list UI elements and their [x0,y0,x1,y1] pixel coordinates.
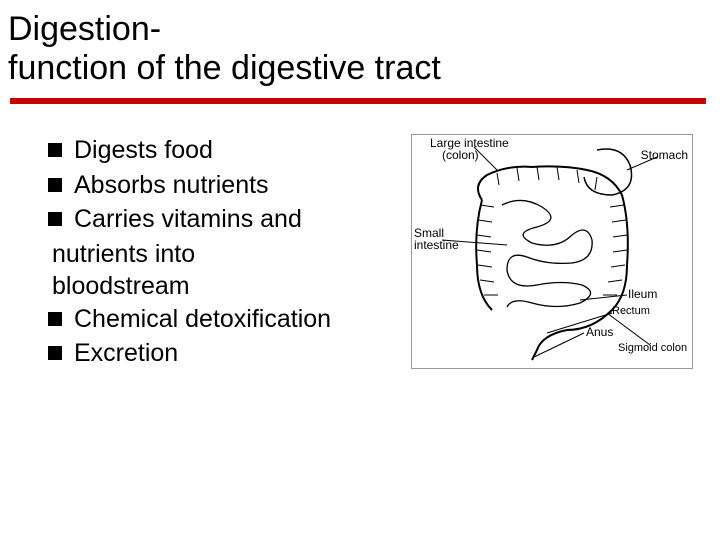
bullet-item: Carries vitamins and [48,203,403,236]
label-stomach: Stomach [641,149,688,161]
slide: Digestion- function of the digestive tra… [0,0,720,540]
square-bullet-icon [48,212,62,226]
content-area: Digests food Absorbs nutrients Carries v… [0,104,720,372]
bullet-continuation: nutrients into [48,238,403,271]
bullet-item: Absorbs nutrients [48,169,403,202]
square-bullet-icon [48,143,62,157]
label-ileum: Ileum [628,288,657,300]
bullet-text: Digests food [74,134,213,167]
bullet-text: Absorbs nutrients [74,169,269,202]
title-block: Digestion- function of the digestive tra… [0,10,720,94]
bullet-item: Digests food [48,134,403,167]
bullet-text: Carries vitamins and [74,203,302,236]
intestine-svg [412,135,692,370]
bullet-continuation: bloodstream [48,270,403,303]
bullet-text: Chemical detoxification [74,303,331,336]
title-line1: Digestion- [8,10,161,48]
title-line2: function of the digestive tract [8,49,441,87]
label-large-intestine-2: (colon) [442,149,479,161]
label-small-2: intestine [414,239,459,251]
bullet-list: Digests food Absorbs nutrients Carries v… [48,134,403,372]
bullet-item: Chemical detoxification [48,303,403,336]
square-bullet-icon [48,346,62,360]
bullet-item: Excretion [48,337,403,370]
label-sigmoid: Sigmoid colon [618,343,687,354]
bullet-text: Excretion [74,337,178,370]
slide-title: Digestion- function of the digestive tra… [8,10,706,88]
square-bullet-icon [48,178,62,192]
digestive-diagram: Large intestine (colon) Stomach Small in… [411,134,693,369]
square-bullet-icon [48,312,62,326]
label-rectum: Rectum [612,306,650,317]
label-anus: Anus [586,326,613,338]
